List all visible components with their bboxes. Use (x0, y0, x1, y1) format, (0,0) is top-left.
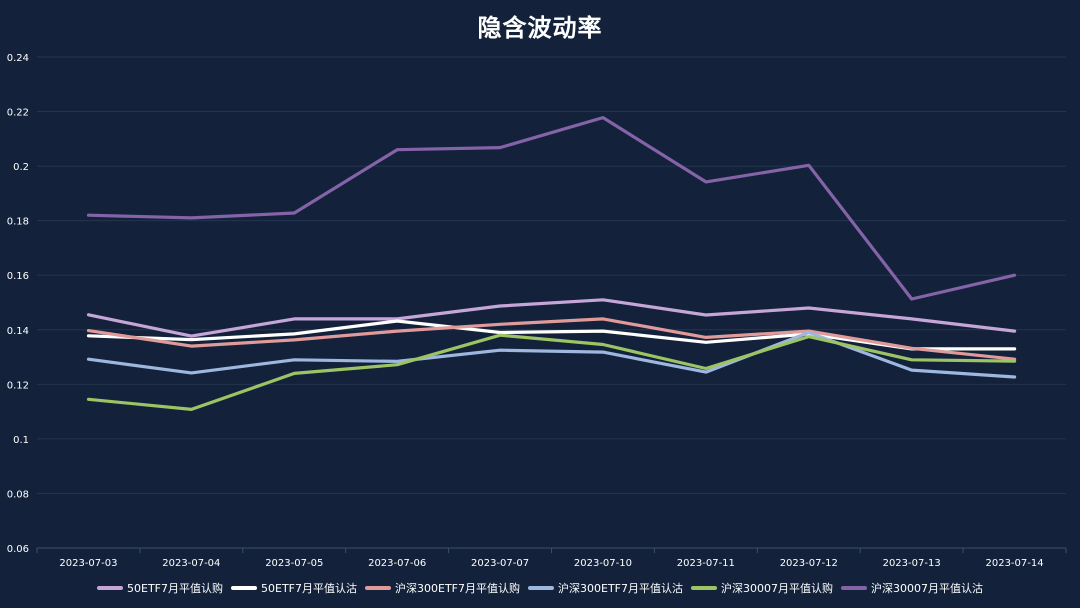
legend-swatch (528, 586, 554, 590)
legend-label: 沪深300ETF7月平值认购 (395, 582, 520, 595)
legend-item: 沪深30007月平值认沽 (841, 580, 983, 596)
legend-swatch (841, 586, 867, 590)
x-tick-label: 2023-07-05 (265, 558, 323, 569)
legend-swatch (691, 586, 717, 590)
series-line-3 (86, 317, 1017, 361)
legend-swatch (365, 586, 391, 590)
legend-swatch (97, 586, 123, 590)
legend-item: 沪深30007月平值认购 (691, 580, 833, 596)
y-tick-label: 0.1 (13, 435, 29, 446)
y-tick-label: 0.12 (7, 380, 29, 391)
series-line-6 (86, 115, 1017, 301)
y-tick-label: 0.14 (7, 326, 29, 337)
series-line-5 (86, 333, 1017, 411)
series-line-1 (86, 298, 1017, 338)
y-tick-label: 0.22 (7, 108, 29, 119)
legend-label: 沪深300ETF7月平值认沽 (558, 582, 683, 595)
x-tick-label: 2023-07-07 (471, 558, 529, 569)
x-tick-label: 2023-07-11 (677, 558, 735, 569)
y-tick-label: 0.2 (13, 162, 29, 173)
legend-item: 50ETF7月平值认购 (97, 580, 223, 596)
x-tick-label: 2023-07-10 (574, 558, 632, 569)
legend-swatch (231, 586, 257, 590)
x-tick-label: 2023-07-12 (780, 558, 838, 569)
legend-label: 沪深30007月平值认沽 (871, 582, 983, 595)
x-tick-label: 2023-07-03 (59, 558, 117, 569)
y-tick-label: 0.08 (7, 489, 29, 500)
x-tick-label: 2023-07-14 (985, 558, 1043, 569)
y-tick-label: 0.16 (7, 271, 29, 282)
y-tick-label: 0.06 (7, 544, 29, 555)
legend-item: 50ETF7月平值认沽 (231, 580, 357, 596)
legend-item: 沪深300ETF7月平值认购 (365, 580, 520, 596)
y-tick-label: 0.18 (7, 217, 29, 228)
x-tick-label: 2023-07-06 (368, 558, 426, 569)
legend-label: 50ETF7月平值认购 (127, 582, 223, 595)
legend-item: 沪深300ETF7月平值认沽 (528, 580, 683, 596)
x-tick-label: 2023-07-04 (162, 558, 220, 569)
series-line-2 (86, 319, 1017, 351)
y-tick-label: 0.24 (7, 53, 29, 64)
legend-label: 50ETF7月平值认沽 (261, 582, 357, 595)
x-tick-label: 2023-07-13 (883, 558, 941, 569)
chart-title: 隐含波动率 (477, 13, 603, 42)
legend-label: 沪深30007月平值认购 (721, 582, 833, 595)
series-line-4 (86, 330, 1017, 379)
legend: 50ETF7月平值认购 50ETF7月平值认沽 沪深300ETF7月平值认购 沪深30… (0, 580, 1080, 596)
